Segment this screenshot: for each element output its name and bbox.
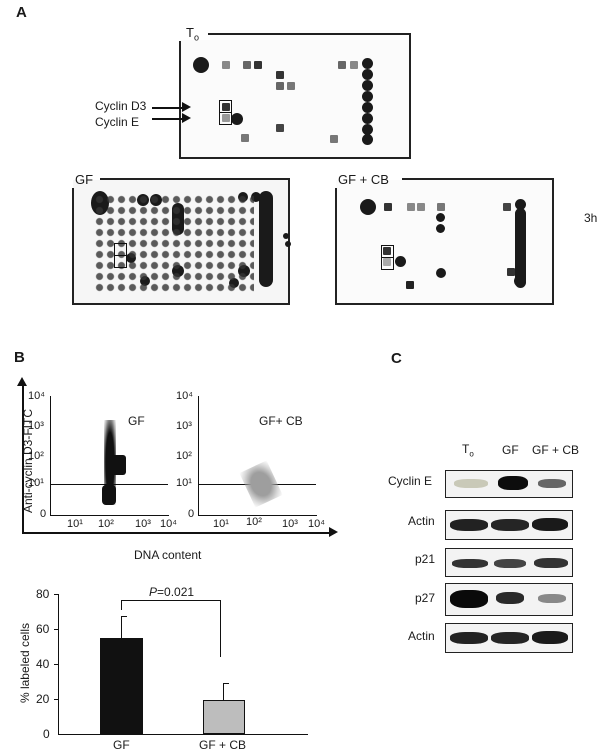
arrow-cyclin-d3: [152, 107, 182, 109]
lane-gfcb: GF + CB: [532, 443, 580, 457]
array-to-label: To: [186, 25, 199, 43]
arrow-cyclin-e: [152, 118, 182, 120]
panel-a-letter: A: [16, 4, 27, 21]
arrow-head-icon: [182, 113, 191, 123]
bar-category-gf: GF: [113, 738, 130, 752]
bar-gf: [100, 638, 143, 734]
cyclin-e-box-gf: [114, 255, 127, 268]
scatter-gfcb-label: GF+ CB: [259, 414, 303, 428]
arrow-head-icon: [182, 102, 191, 112]
scatter-xlabel: DNA content: [134, 548, 202, 562]
bar-category-gfcb: GF + CB: [199, 738, 247, 752]
bar-gfcb: [203, 700, 245, 734]
panel-b-letter: B: [14, 349, 25, 366]
pvalue-label: P=0.021: [149, 585, 195, 599]
arrow-up-icon: [17, 377, 27, 386]
time-label: 3h: [584, 211, 598, 225]
scatter-gf-label: GF: [128, 414, 145, 428]
arrow-right-icon: [329, 527, 338, 537]
cyclin-e-label: Cyclin E: [95, 115, 140, 129]
cyclin-e-box-to: [219, 112, 232, 125]
array-gf-label: GF: [75, 172, 94, 187]
lane-gf: GF: [502, 443, 519, 457]
bar-ylabel: % labeled cells: [18, 622, 32, 704]
lane-to: To: [462, 442, 474, 459]
cyclin-d3-label: Cyclin D3: [95, 99, 147, 113]
array-gfcb-label: GF + CB: [338, 172, 389, 187]
panel-c-letter: C: [391, 350, 402, 367]
y-axis-arrow: [22, 385, 24, 533]
cyclin-e-box-gfcb: [381, 257, 394, 270]
x-axis-arrow: [22, 532, 330, 534]
significance-bracket: [121, 600, 221, 601]
